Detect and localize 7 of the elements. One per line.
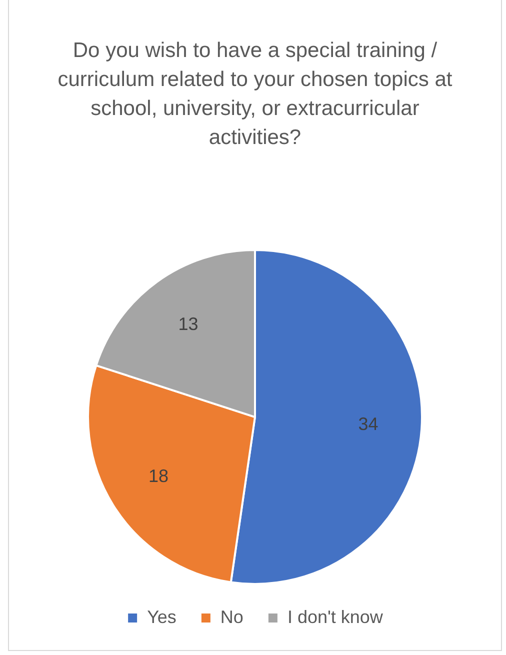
data-label: 13	[178, 314, 198, 334]
legend-label: No	[220, 606, 244, 627]
chart-title: Do you wish to have a special training / curriculum related to your chosen topics at school, university, or extracurricular activities?	[56, 38, 454, 151]
data-label: 34	[358, 414, 378, 434]
legend-label: Yes	[147, 606, 176, 627]
legend-label: I don't know	[287, 606, 384, 627]
data-label: 18	[148, 466, 169, 486]
